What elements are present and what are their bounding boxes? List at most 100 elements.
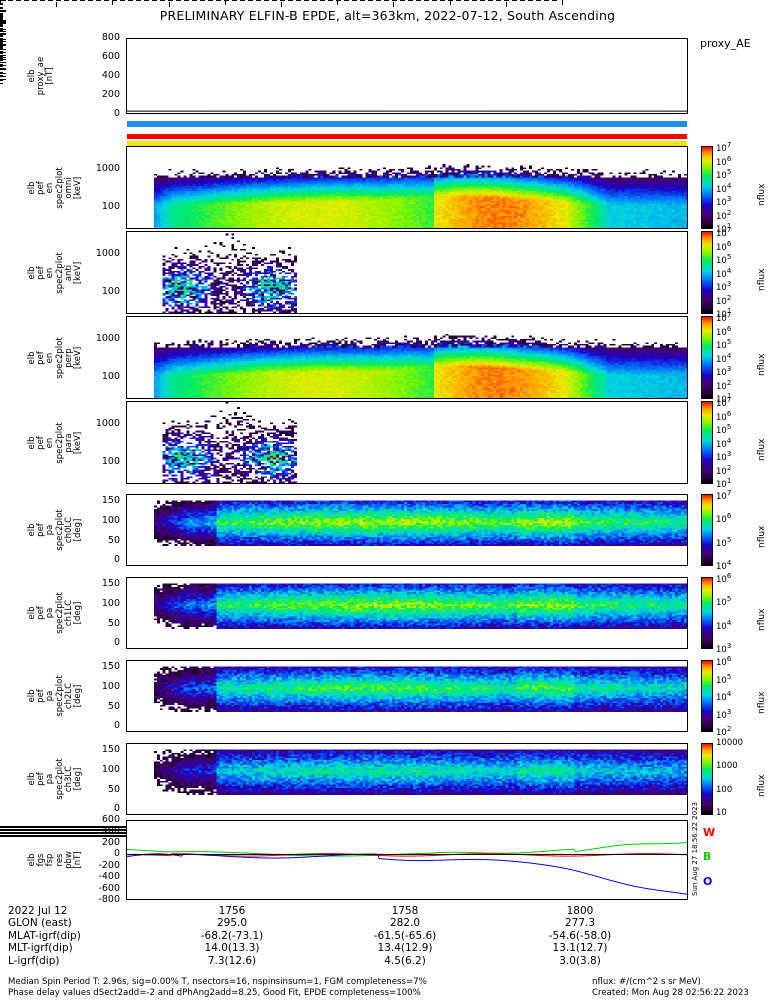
panel-tickmarks-en-omni bbox=[0, 0, 6, 159]
colorbar-title-pa-ch1lc: nflux bbox=[757, 608, 767, 631]
panel-ylabel-pa-ch2lc: [deg] bbox=[73, 684, 83, 708]
colorbar-tick-en-perp: 105 bbox=[716, 338, 732, 351]
footer-right-line1: nflux: #/(cm^2 s sr MeV) bbox=[592, 977, 701, 987]
panel-ytick-en-perp: 1000 bbox=[95, 333, 120, 345]
panel-ytick-pa-ch0lc: 50 bbox=[107, 534, 120, 546]
colorbar-en-para bbox=[701, 401, 713, 484]
panel-tickmarks-en-para bbox=[0, 0, 6, 408]
row-value: 13.1(12.7) bbox=[552, 942, 608, 955]
plot-area: elb proxy_ae [nT] 800 600 400 200 0 elb pef en spec… bbox=[0, 0, 767, 905]
panel-ylabel-pa-ch1lc: [deg] bbox=[73, 601, 83, 625]
panel-ytick-pa-ch2lc: 0 bbox=[113, 720, 120, 732]
red-status-bar bbox=[127, 134, 687, 139]
panel-ytick-en-perp: 100 bbox=[101, 371, 120, 383]
colorbar-en-omni bbox=[701, 146, 713, 229]
colorbar-title-pa-ch0lc: nflux bbox=[757, 525, 767, 548]
table-row: MLT-igrf(dip) 14.0(13.3) 13.4(12.9) 13.1… bbox=[0, 942, 775, 954]
panel-ytick-proxy-ae: 800 bbox=[101, 32, 120, 43]
panel-ytick-fgs-fsp-res: 0 bbox=[113, 848, 120, 860]
row-label: 2022 Jul 12 bbox=[8, 905, 68, 917]
colorbar-tick-pa-ch0lc: 104 bbox=[716, 559, 732, 572]
row-value: 277.3 bbox=[564, 917, 596, 930]
row-value: 1758 bbox=[391, 905, 419, 917]
row-label: GLON (east) bbox=[8, 917, 72, 930]
creation-timestamp-vertical: Sun Aug 27 18:56:22 2023 bbox=[691, 801, 699, 896]
row-value: 295.0 bbox=[216, 917, 248, 930]
fgm-legend-W: W bbox=[703, 826, 716, 839]
row-value: 13.4(12.9) bbox=[377, 942, 433, 955]
row-value: 282.0 bbox=[389, 917, 421, 930]
colorbar-tick-en-anti: 104 bbox=[716, 266, 732, 280]
colorbar-tick-pa-ch2lc: 106 bbox=[716, 655, 732, 668]
colorbar-pa-ch0lc bbox=[701, 494, 713, 566]
panel-ytick-fgs-fsp-res: -400 bbox=[98, 871, 120, 883]
panel-ytick-pa-ch1lc: 150 bbox=[101, 578, 120, 590]
panel-ytick-pa-ch0lc: 0 bbox=[113, 554, 120, 566]
colorbar-tick-pa-ch3lc: 100 bbox=[716, 784, 733, 795]
colorbar-tick-en-perp: 102 bbox=[716, 378, 732, 392]
colorbar-tick-en-anti: 101 bbox=[716, 307, 732, 320]
colorbar-tick-pa-ch3lc: 1000 bbox=[716, 761, 738, 772]
footer-right-line2: Created: Mon Aug 28 02:56:22 2023 bbox=[592, 988, 749, 998]
panel-ytick-en-anti: 100 bbox=[101, 286, 120, 298]
row-value: 3.0(3.8) bbox=[559, 954, 601, 967]
colorbar-tick-en-anti: 103 bbox=[716, 280, 732, 293]
panel-ytick-proxy-ae: 400 bbox=[101, 70, 120, 81]
colorbar-tick-pa-ch1lc: 104 bbox=[716, 618, 732, 632]
panel-ytick-en-para: 100 bbox=[101, 456, 120, 468]
colorbar-tick-en-para: 103 bbox=[716, 450, 732, 463]
colorbar-tick-pa-ch0lc: 107 bbox=[716, 489, 732, 502]
colorbar-tick-pa-ch1lc: 106 bbox=[716, 572, 732, 585]
fgm-legend-B: B bbox=[703, 850, 712, 863]
row-value: 7.3(12.6) bbox=[207, 954, 257, 967]
panel-ytick-pa-ch3lc: 150 bbox=[101, 744, 120, 756]
footer-left-line1: Median Spin Period T: 2.96s, sig=0.00% T… bbox=[8, 977, 427, 987]
panel-ytick-pa-ch3lc: 50 bbox=[107, 783, 120, 795]
colorbar-pa-ch1lc bbox=[701, 577, 713, 649]
panel-ylabel-proxy-ae: [nT] bbox=[45, 67, 56, 85]
colorbar-tick-en-omni: 107 bbox=[716, 141, 732, 154]
colorbar-en-anti bbox=[701, 231, 713, 314]
colorbar-tick-en-anti: 102 bbox=[716, 293, 732, 307]
panel-ytick-en-omni: 1000 bbox=[95, 163, 120, 175]
colorbar-tick-en-para: 101 bbox=[716, 477, 732, 490]
anti-loss-cone-line bbox=[0, 0, 560, 838]
panel-tickmarks-pa-ch0lc bbox=[0, 0, 6, 480]
panel-ytick-pa-ch1lc: 0 bbox=[113, 637, 120, 649]
panel-ylabel-en-para: [keV] bbox=[73, 431, 83, 454]
page-title: PRELIMINARY ELFIN-B EPDE, alt=363km, 202… bbox=[159, 8, 616, 23]
spectrogram-pa-ch2lc bbox=[127, 661, 687, 731]
colorbar-title-pa-ch2lc: nflux bbox=[757, 691, 767, 714]
panel-ytick-pa-ch0lc: 150 bbox=[101, 495, 120, 507]
fgm-legend-O: O bbox=[703, 875, 713, 888]
colorbar-tick-pa-ch2lc: 103 bbox=[716, 707, 732, 721]
row-value: 4.5(6.2) bbox=[384, 954, 426, 967]
colorbar-pa-ch3lc bbox=[701, 743, 713, 815]
footer-left-line2: Phase delay values dSect2add=-2 and dPhA… bbox=[8, 988, 421, 998]
colorbar-title-en-para: nflux bbox=[757, 438, 767, 461]
panel-ytick-fgs-fsp-res: 600 bbox=[101, 814, 120, 825]
panel-ytick-fgs-fsp-res: -800 bbox=[98, 894, 120, 905]
panel-ytick-fgs-fsp-res: 400 bbox=[101, 825, 120, 837]
colorbar-tick-en-para: 107 bbox=[716, 396, 732, 409]
colorbar-title-en-perp: nflux bbox=[757, 353, 767, 376]
panel-tickmarks-pa-ch2lc bbox=[0, 0, 6, 624]
spectrogram-pa-ch3lc bbox=[127, 744, 687, 814]
panel-tickmarks-pa-ch3lc bbox=[0, 0, 6, 696]
row-value: 14.0(13.3) bbox=[204, 942, 260, 955]
table-row: GLON (east) 295.0 282.0 277.3 bbox=[0, 917, 775, 929]
spectrogram-pa-ch0lc bbox=[127, 495, 687, 565]
colorbar-tick-pa-ch2lc: 105 bbox=[716, 672, 732, 686]
panel-ylabel-en-perp: [keV] bbox=[73, 346, 83, 369]
colorbar-tick-en-omni: 104 bbox=[716, 181, 732, 195]
panel-tickmarks-fgs-fsp-res bbox=[0, 0, 6, 776]
panel-ytick-pa-ch2lc: 50 bbox=[107, 700, 120, 712]
colorbar-tick-pa-ch0lc: 106 bbox=[716, 512, 732, 526]
colorbar-tick-en-anti: 107 bbox=[716, 226, 732, 239]
panel-ylabel-en-anti: [keV] bbox=[73, 261, 83, 284]
colorbar-tick-en-anti: 105 bbox=[716, 253, 732, 266]
panel-tickmarks-en-perp bbox=[0, 0, 6, 325]
colorbar-tick-en-perp: 104 bbox=[716, 351, 732, 365]
table-row: 2022 Jul 12 1756 1758 1800 bbox=[0, 905, 775, 917]
panel-ylabel-fgs-fsp-res: [nT] bbox=[73, 851, 83, 869]
